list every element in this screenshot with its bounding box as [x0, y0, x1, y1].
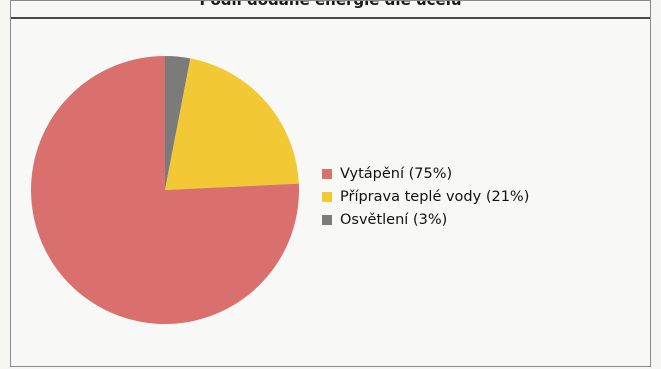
chart-title-bar: Podíl dodané energie dle účelu — [11, 1, 650, 19]
legend-label-osvetleni: Osvětlení (3%) — [340, 211, 448, 228]
pie-slice-vytapeni — [31, 56, 300, 324]
legend-swatch-osvetleni — [322, 214, 332, 225]
chart-title: Podíl dodané energie dle účelu — [11, 1, 650, 9]
legend-swatch-priprava-teple-vody — [322, 191, 332, 202]
legend-label-priprava-teple-vody: Příprava teplé vody (21%) — [340, 188, 530, 205]
pie-slice-osvetleni — [165, 56, 191, 190]
legend-swatch-vytapeni — [322, 168, 332, 179]
legend-item-vytapeni: Vytápění (75%) — [322, 162, 529, 185]
chart-legend: Vytápění (75%) Příprava teplé vody (21%)… — [322, 162, 529, 231]
legend-label-vytapeni: Vytápění (75%) — [340, 165, 453, 182]
legend-item-priprava-teple-vody: Příprava teplé vody (21%) — [322, 185, 529, 208]
pie-slice-priprava-teple-vody — [165, 58, 299, 190]
legend-item-osvetleni: Osvětlení (3%) — [322, 208, 529, 231]
